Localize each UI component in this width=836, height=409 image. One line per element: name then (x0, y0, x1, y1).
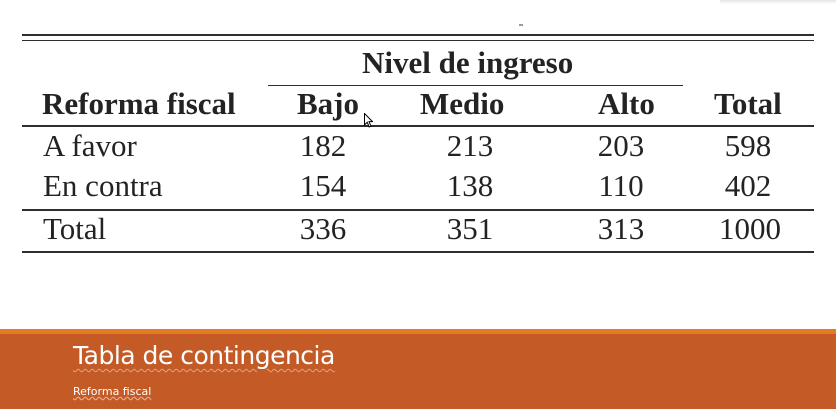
cell-en-contra-total: 402 (724, 168, 772, 203)
slide-title: Tabla de contingencia (73, 341, 335, 370)
cell-total-bajo: 336 (299, 211, 347, 246)
column-header-alto: Alto (598, 86, 655, 121)
scan-speck (519, 24, 523, 26)
window-shadow (720, 0, 836, 4)
column-header-total: Total (714, 86, 782, 121)
group-header-rule (268, 85, 683, 86)
banner-border (0, 329, 836, 334)
cell-a-favor-medio: 213 (446, 128, 494, 163)
cell-a-favor-bajo: 182 (299, 128, 347, 163)
row-label-en-contra: En contra (43, 168, 163, 203)
table-top-rule (22, 34, 814, 36)
row-label-total: Total (43, 211, 107, 246)
row-label-a-favor: A favor (43, 128, 137, 163)
cell-en-contra-alto: 110 (598, 168, 644, 203)
cell-en-contra-bajo: 154 (299, 168, 347, 203)
cell-en-contra-medio: 138 (446, 168, 494, 203)
table-bottom-rule (22, 251, 814, 253)
table-top-rule-inner (22, 40, 814, 41)
cell-total-medio: 351 (446, 211, 494, 246)
mouse-pointer-icon (364, 113, 373, 128)
row-header: Reforma fiscal (42, 86, 236, 121)
footer-banner (0, 334, 836, 409)
group-header: Nivel de ingreso (362, 45, 574, 80)
totals-rule (22, 209, 814, 211)
cell-total-alto: 313 (597, 211, 645, 246)
slide-subtitle: Reforma fiscal (73, 385, 152, 398)
cell-a-favor-alto: 203 (597, 128, 645, 163)
column-header-medio: Medio (420, 86, 505, 121)
cell-a-favor-total: 598 (724, 128, 772, 163)
header-rule (22, 125, 814, 127)
column-header-bajo: Bajo (297, 86, 359, 121)
cell-total-total: 1000 (719, 211, 781, 246)
